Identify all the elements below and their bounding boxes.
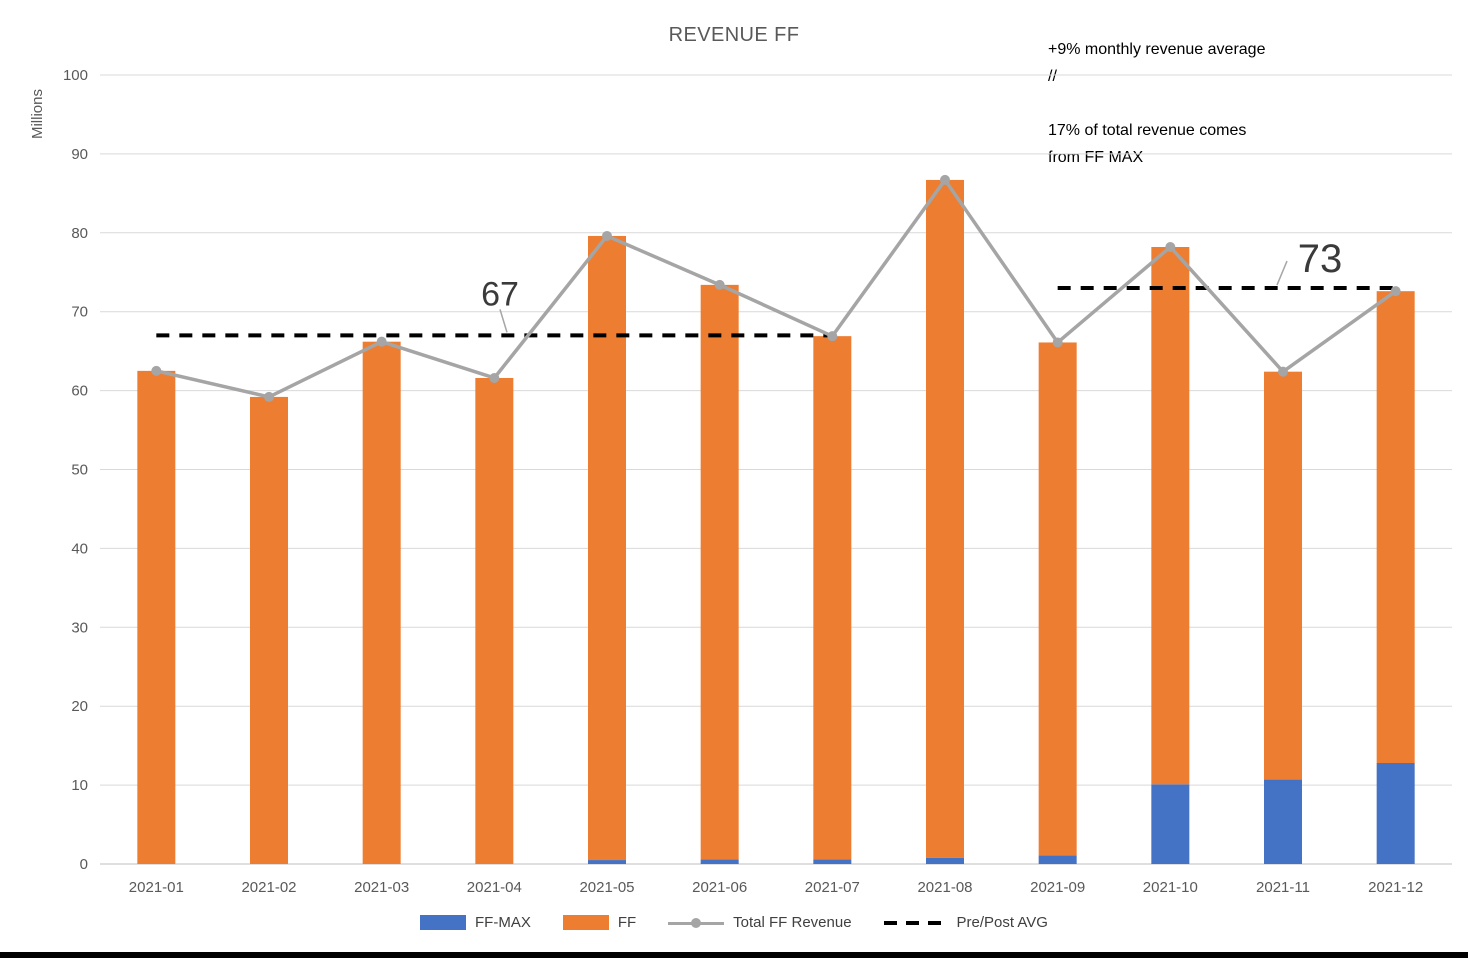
svg-text:60: 60 [71, 383, 88, 400]
svg-text:2021-06: 2021-06 [692, 879, 747, 896]
svg-text:2021-01: 2021-01 [129, 879, 184, 896]
y-axis-title: Millions [29, 89, 46, 139]
svg-text:2021-07: 2021-07 [805, 879, 860, 896]
legend: FF-MAX FF Total FF Revenue Pre/Post AVG [0, 914, 1468, 931]
svg-text:30: 30 [71, 619, 88, 636]
ff-swatch-icon [562, 915, 609, 930]
svg-text:2021-12: 2021-12 [1368, 879, 1423, 896]
legend-item-avg: Pre/Post AVG [883, 914, 1048, 931]
legend-label-avg: Pre/Post AVG [956, 914, 1048, 931]
svg-text:2021-04: 2021-04 [467, 879, 522, 896]
svg-text:50: 50 [71, 462, 88, 479]
svg-text:2021-05: 2021-05 [579, 879, 634, 896]
bottom-border [0, 952, 1468, 958]
annotation-note-2: 17% of total revenue comes from FF MAX [1048, 122, 1247, 166]
svg-text:2021-08: 2021-08 [917, 879, 972, 896]
legend-label-ffmax: FF-MAX [475, 914, 531, 931]
svg-text:100: 100 [63, 67, 88, 84]
svg-text:70: 70 [71, 304, 88, 321]
dashed-line-icon [883, 920, 948, 925]
svg-text:2021-11: 2021-11 [1256, 879, 1310, 896]
svg-text:20: 20 [71, 698, 88, 715]
svg-text:2021-09: 2021-09 [1030, 879, 1085, 896]
chart-title: REVENUE FF [668, 24, 800, 46]
legend-item-total: Total FF Revenue [668, 914, 852, 931]
annotation-block: +9% monthly revenue average // 17% of to… [1048, 36, 1273, 198]
svg-text:67: 67 [481, 275, 519, 313]
svg-text:2021-03: 2021-03 [354, 879, 409, 896]
svg-text:73: 73 [1298, 237, 1343, 281]
line-marker-icon [668, 917, 725, 929]
svg-text:10: 10 [71, 777, 88, 794]
svg-text:2021-02: 2021-02 [241, 879, 296, 896]
svg-text:40: 40 [71, 540, 88, 557]
svg-text:0: 0 [80, 856, 88, 873]
legend-label-ff: FF [617, 914, 637, 931]
svg-text:90: 90 [71, 146, 88, 163]
svg-text:2021-10: 2021-10 [1143, 879, 1198, 896]
ffmax-swatch-icon [420, 915, 466, 930]
legend-item-ffmax: FF-MAX [420, 914, 531, 931]
legend-item-ff: FF [562, 914, 637, 931]
svg-text:80: 80 [71, 225, 88, 242]
legend-label-total: Total FF Revenue [733, 914, 852, 931]
annotation-note-1: +9% monthly revenue average // [1048, 41, 1266, 85]
